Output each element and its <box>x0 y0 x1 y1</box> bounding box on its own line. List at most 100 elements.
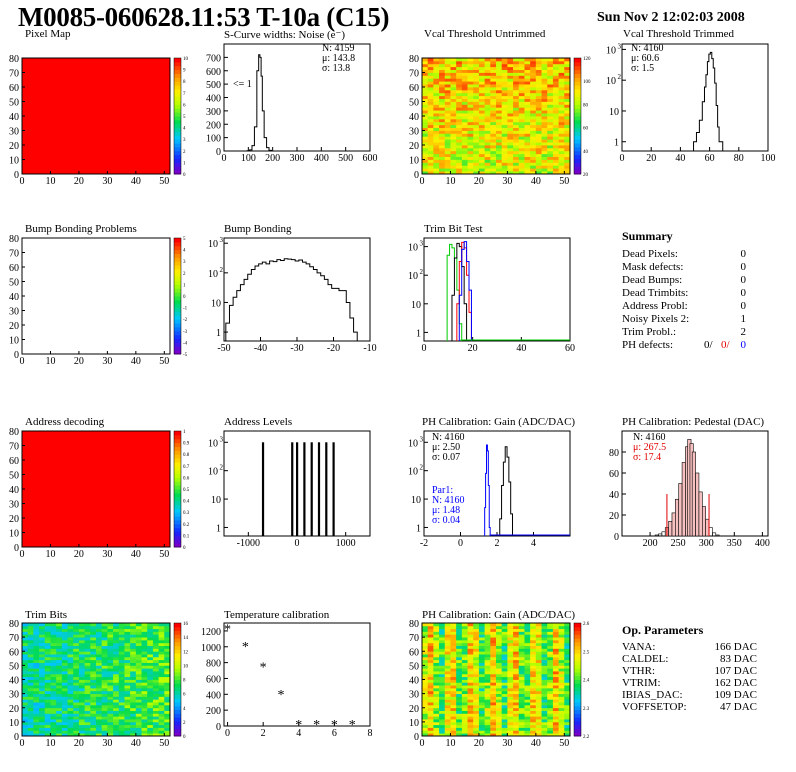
heatmap-cell <box>124 445 131 449</box>
heatmap-cell <box>535 153 542 157</box>
heatmap-cell <box>473 110 480 114</box>
heatmap-cell <box>530 87 537 91</box>
heatmap-cell <box>147 98 154 102</box>
heatmap-cell <box>107 58 114 62</box>
heatmap-cell <box>73 69 80 73</box>
heatmap-cell <box>141 448 148 452</box>
heatmap-cell <box>456 147 463 152</box>
heatmap-cell <box>61 150 68 155</box>
heatmap-cell <box>490 101 497 105</box>
heatmap-cell <box>73 535 80 539</box>
heatmap-cell <box>118 662 125 666</box>
heatmap-cell <box>50 730 57 734</box>
heatmap-cell <box>96 529 103 533</box>
heatmap-cell <box>113 713 120 717</box>
heatmap-cell <box>147 662 154 666</box>
heatmap-cell <box>152 503 160 507</box>
heatmap-cell <box>135 716 142 720</box>
heatmap-cell <box>118 515 125 519</box>
heatmap-cell <box>158 468 165 472</box>
heatmap-cell <box>33 716 40 720</box>
heatmap-cell <box>33 145 40 149</box>
heatmap-cell <box>135 634 142 638</box>
heatmap-cell <box>78 503 86 507</box>
heatmap-cell <box>456 171 463 175</box>
heatmap-cell <box>433 682 440 686</box>
heatmap-cell <box>158 671 165 675</box>
heatmap-cell <box>113 113 120 117</box>
heatmap-cell <box>78 63 86 68</box>
heatmap-cell <box>478 145 486 149</box>
level-peak <box>303 442 306 536</box>
heatmap-cell <box>467 66 474 70</box>
heatmap-cell <box>61 66 68 70</box>
heatmap-cell <box>541 127 548 131</box>
heatmap-cell <box>33 153 40 157</box>
heatmap-cell <box>50 147 57 152</box>
heatmap-cell <box>44 142 51 146</box>
heatmap-cell <box>78 104 86 108</box>
heatmap-cell <box>73 648 80 652</box>
heatmap-cell <box>141 538 148 542</box>
heatmap-cell <box>152 523 160 528</box>
heatmap-cell <box>101 690 108 695</box>
heatmap-cell <box>158 457 165 461</box>
heatmap-cell <box>44 89 51 94</box>
heatmap-cell <box>113 532 120 536</box>
heatmap-cell <box>130 631 137 635</box>
heatmap-cell <box>535 159 542 163</box>
heatmap-cell <box>541 89 548 94</box>
heatmap-cell <box>518 139 525 143</box>
heatmap-cell <box>73 136 80 140</box>
heatmap-cell <box>107 702 114 706</box>
heatmap-cell <box>113 645 120 649</box>
heatmap-cell <box>39 676 46 680</box>
heatmap-cell <box>164 127 171 131</box>
heatmap-cell <box>141 465 148 470</box>
heatmap-cell <box>118 156 125 160</box>
heatmap-cell <box>507 130 514 134</box>
y-tick-label: 10 <box>9 718 19 729</box>
heatmap-cell <box>44 637 51 641</box>
heatmap-cell <box>39 171 46 175</box>
heatmap-cell <box>141 477 148 481</box>
heatmap-cell <box>541 153 548 157</box>
heatmap-cell <box>96 136 103 140</box>
heatmap-cell <box>444 124 451 128</box>
heatmap-cell <box>78 156 86 160</box>
heatmap-cell <box>422 654 429 658</box>
heatmap-cell <box>124 431 131 435</box>
y-tick-label: 80 <box>609 448 619 459</box>
heatmap-cell <box>444 142 451 146</box>
heatmap-cell <box>141 162 148 166</box>
heatmap-cell <box>422 671 429 675</box>
heatmap-cell <box>456 72 463 76</box>
heatmap-cell <box>427 730 434 734</box>
heatmap-cell <box>67 639 74 644</box>
heatmap-cell <box>433 136 440 140</box>
heatmap-cell <box>118 101 125 105</box>
heatmap-cell <box>164 625 171 630</box>
heatmap-cell <box>101 668 108 672</box>
heatmap-cell <box>141 150 148 155</box>
heatmap-cell <box>547 142 554 146</box>
heatmap-cell <box>22 733 29 737</box>
heatmap-cell <box>44 730 51 734</box>
data-point: * <box>242 640 249 655</box>
heatmap-cell <box>90 486 97 490</box>
heatmap-cell <box>444 118 451 123</box>
heatmap-cell <box>518 110 525 114</box>
heatmap-cell <box>130 69 137 73</box>
x-tick-label: 600 <box>363 153 378 164</box>
palette-label: 0 <box>183 295 186 300</box>
heatmap-cell <box>558 101 565 105</box>
heatmap-cell <box>90 529 97 533</box>
palette-cell <box>174 108 181 113</box>
heatmap-cell <box>130 81 137 85</box>
heatmap-cell <box>135 98 142 102</box>
heatmap-cell <box>552 130 560 134</box>
heatmap-cell <box>490 60 497 65</box>
heatmap-cell <box>39 98 46 102</box>
palette-cell <box>174 469 181 475</box>
heatmap-cell <box>158 75 165 79</box>
